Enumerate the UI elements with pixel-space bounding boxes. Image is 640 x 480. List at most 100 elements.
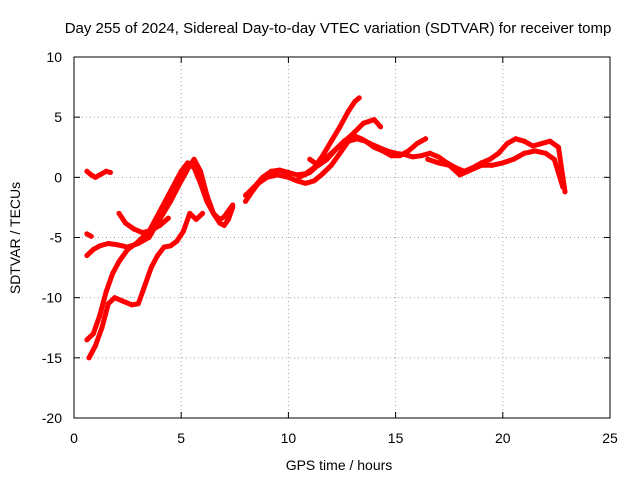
y-tick-label: 0 — [54, 169, 62, 185]
data-point — [468, 167, 474, 173]
data-point — [125, 247, 131, 252]
data-point — [221, 214, 227, 220]
data-point — [384, 148, 390, 154]
y-tick-label: -5 — [50, 230, 63, 246]
data-point — [500, 160, 506, 166]
data-point — [90, 247, 96, 252]
data-point — [277, 167, 283, 173]
data-point — [165, 192, 171, 198]
data-point — [275, 172, 281, 178]
data-point — [285, 174, 291, 180]
data-point — [133, 241, 139, 246]
data-point — [157, 223, 163, 228]
data-point — [478, 162, 484, 168]
data-point — [114, 242, 120, 248]
data-point — [427, 150, 433, 156]
chart-title: Day 255 of 2024, Sidereal Day-to-day VTE… — [65, 20, 612, 37]
data-point — [155, 253, 161, 258]
data-point — [341, 138, 347, 144]
data-point — [393, 150, 399, 156]
data-point — [260, 174, 266, 180]
data-point — [191, 165, 197, 171]
data-point — [217, 216, 223, 222]
data-point — [225, 216, 231, 222]
data-point — [457, 172, 463, 178]
data-point — [142, 283, 148, 289]
y-tick-label: -10 — [42, 290, 62, 306]
data-point — [356, 95, 362, 101]
data-point — [401, 152, 407, 157]
data-point — [358, 136, 364, 142]
y-tick-label: -15 — [42, 350, 62, 366]
data-point — [543, 150, 549, 156]
data-point — [103, 289, 109, 295]
data-point — [131, 226, 137, 232]
data-point — [243, 192, 248, 198]
data-point — [251, 184, 257, 190]
data-point — [210, 210, 216, 216]
data-point — [161, 244, 167, 250]
data-point — [243, 198, 248, 204]
data-point — [97, 172, 103, 178]
data-point — [200, 210, 206, 216]
data-point — [328, 138, 334, 144]
data-point — [165, 215, 171, 221]
data-point — [360, 120, 366, 126]
data-point — [116, 210, 122, 216]
data-point — [97, 313, 103, 319]
y-tick-label: 5 — [54, 109, 62, 125]
data-point — [84, 337, 90, 343]
data-point — [159, 204, 165, 210]
data-point — [88, 233, 94, 239]
y-tick-label: 10 — [46, 49, 62, 65]
data-point — [146, 235, 152, 240]
data-point — [99, 325, 105, 331]
data-point — [418, 153, 424, 159]
data-point — [187, 210, 193, 216]
data-point — [204, 198, 210, 204]
data-point — [489, 162, 495, 168]
data-point — [217, 220, 223, 226]
data-point — [103, 168, 109, 174]
data-point — [97, 243, 103, 249]
data-point — [378, 124, 384, 130]
data-point — [105, 301, 111, 307]
data-point — [90, 331, 96, 337]
data-point — [178, 178, 184, 184]
data-point — [337, 124, 343, 130]
x-axis-label: GPS time / hours — [286, 457, 393, 473]
data-point — [367, 141, 373, 147]
x-tick-label: 10 — [281, 430, 297, 446]
data-point — [320, 171, 326, 177]
data-point — [345, 108, 351, 114]
data-point — [337, 150, 343, 156]
data-point — [92, 343, 98, 349]
data-point — [178, 168, 184, 174]
data-point — [423, 136, 429, 142]
data-point — [406, 148, 411, 154]
data-point — [86, 355, 92, 361]
data-point — [315, 162, 321, 168]
ticks: 0 5 10 15 20 25 -20 -15 -10 -5 0 5 10 — [42, 49, 618, 446]
data-point — [375, 144, 381, 150]
data-point — [436, 154, 441, 160]
grid — [74, 57, 610, 418]
data-point — [547, 138, 553, 144]
data-point — [198, 180, 203, 186]
data-point — [193, 216, 199, 222]
data-point — [110, 271, 116, 277]
data-point — [560, 184, 566, 190]
data-point — [88, 172, 94, 178]
data-point — [180, 229, 186, 234]
data-point — [371, 117, 377, 123]
data-point — [311, 178, 317, 184]
data-point — [307, 156, 313, 162]
data-point — [225, 208, 231, 214]
data-point — [112, 295, 118, 301]
data-point — [174, 238, 180, 244]
data-point — [148, 265, 154, 271]
data-point — [285, 170, 291, 175]
data-point — [107, 170, 113, 175]
